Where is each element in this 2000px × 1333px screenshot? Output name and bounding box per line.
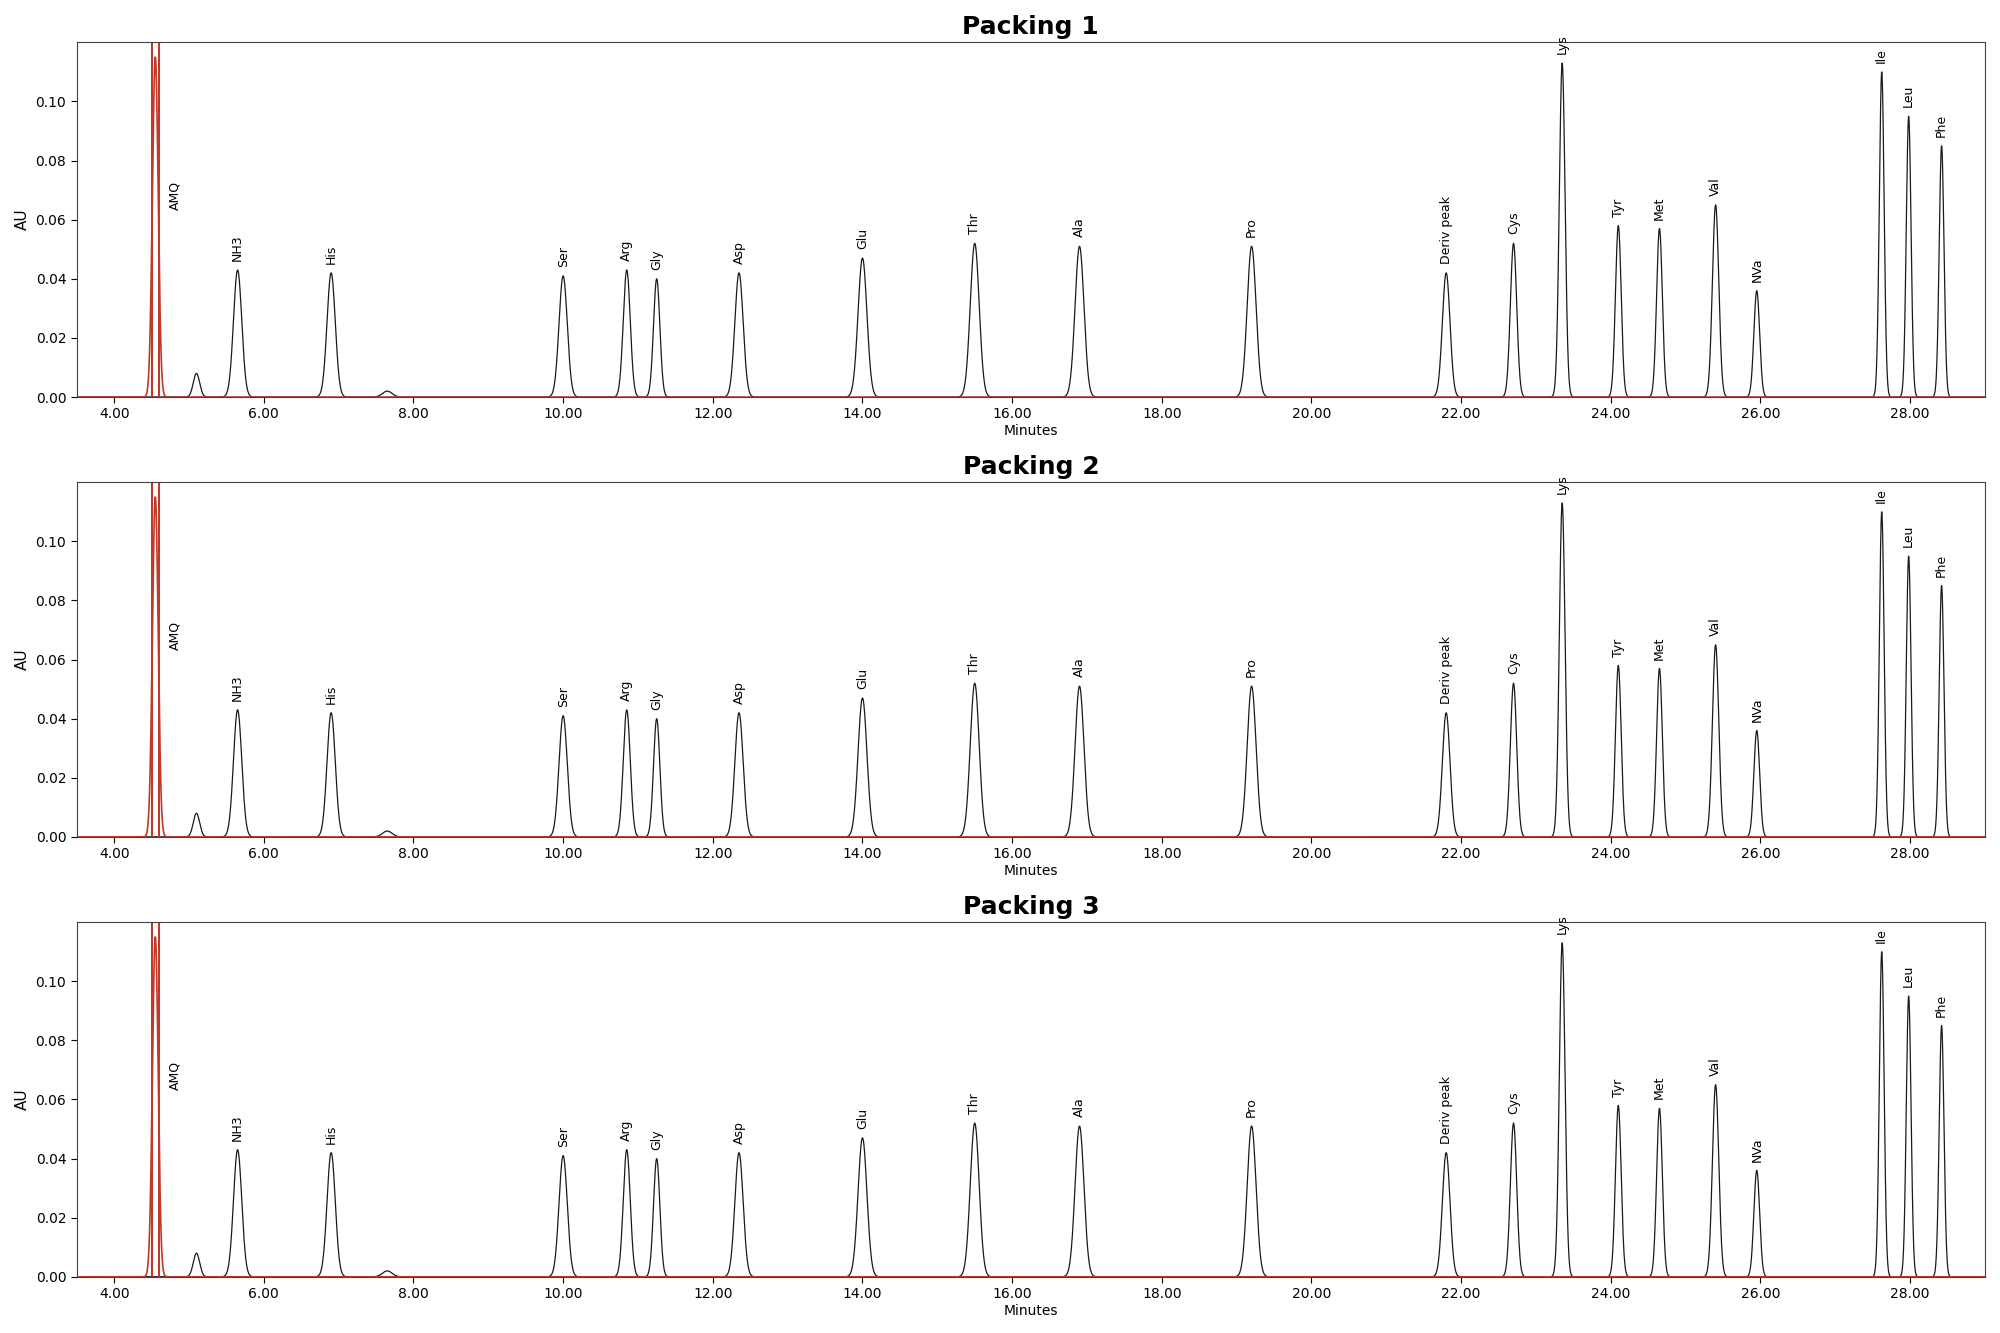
- Text: His: His: [324, 1125, 338, 1144]
- Text: Phe: Phe: [1936, 113, 1948, 137]
- Text: NH3: NH3: [232, 674, 244, 701]
- Text: Tyr: Tyr: [1612, 639, 1624, 657]
- Text: AMQ: AMQ: [168, 621, 182, 651]
- Text: Gly: Gly: [650, 689, 664, 709]
- Text: NH3: NH3: [232, 1114, 244, 1141]
- Text: Cys: Cys: [1508, 652, 1520, 674]
- Text: Val: Val: [1710, 1057, 1722, 1076]
- Text: Gly: Gly: [650, 249, 664, 269]
- Text: Pro: Pro: [1246, 657, 1258, 677]
- Title: Packing 3: Packing 3: [962, 894, 1100, 918]
- Text: Thr: Thr: [968, 213, 982, 235]
- Text: Glu: Glu: [856, 1108, 868, 1129]
- Text: Asp: Asp: [732, 1121, 746, 1144]
- Text: Arg: Arg: [620, 680, 634, 701]
- Text: Leu: Leu: [1902, 525, 1916, 548]
- Text: Lys: Lys: [1556, 475, 1568, 495]
- Text: Deriv peak: Deriv peak: [1440, 636, 1452, 704]
- Text: His: His: [324, 245, 338, 264]
- Text: Phe: Phe: [1936, 553, 1948, 577]
- Text: Val: Val: [1710, 617, 1722, 636]
- X-axis label: Minutes: Minutes: [1004, 424, 1058, 439]
- Text: Ser: Ser: [556, 1126, 570, 1146]
- Text: Met: Met: [1652, 1076, 1666, 1100]
- X-axis label: Minutes: Minutes: [1004, 1304, 1058, 1318]
- Text: Glu: Glu: [856, 228, 868, 249]
- Title: Packing 2: Packing 2: [962, 455, 1100, 479]
- Text: Arg: Arg: [620, 240, 634, 261]
- Text: NVa: NVa: [1750, 257, 1764, 281]
- Text: Phe: Phe: [1936, 993, 1948, 1017]
- Text: Deriv peak: Deriv peak: [1440, 196, 1452, 264]
- Text: Ala: Ala: [1074, 217, 1086, 237]
- Text: Leu: Leu: [1902, 85, 1916, 108]
- Text: Ile: Ile: [1876, 488, 1888, 503]
- Y-axis label: AU: AU: [14, 209, 30, 231]
- Text: NVa: NVa: [1750, 697, 1764, 721]
- Text: Thr: Thr: [968, 1093, 982, 1114]
- Text: Asp: Asp: [732, 681, 746, 704]
- Text: Thr: Thr: [968, 653, 982, 674]
- Text: Cys: Cys: [1508, 1092, 1520, 1114]
- Text: Tyr: Tyr: [1612, 199, 1624, 217]
- Text: Ala: Ala: [1074, 1097, 1086, 1117]
- Text: Pro: Pro: [1246, 217, 1258, 237]
- Y-axis label: AU: AU: [14, 649, 30, 670]
- Text: Cys: Cys: [1508, 212, 1520, 235]
- Text: Ile: Ile: [1876, 48, 1888, 63]
- Text: Met: Met: [1652, 196, 1666, 220]
- Text: NVa: NVa: [1750, 1137, 1764, 1161]
- Text: Glu: Glu: [856, 668, 868, 689]
- X-axis label: Minutes: Minutes: [1004, 864, 1058, 878]
- Text: Tyr: Tyr: [1612, 1078, 1624, 1097]
- Text: NH3: NH3: [232, 235, 244, 261]
- Text: Leu: Leu: [1902, 965, 1916, 988]
- Text: Gly: Gly: [650, 1129, 664, 1149]
- Text: AMQ: AMQ: [168, 181, 182, 211]
- Text: Deriv peak: Deriv peak: [1440, 1076, 1452, 1144]
- Text: Met: Met: [1652, 636, 1666, 660]
- Text: Arg: Arg: [620, 1120, 634, 1141]
- Text: Asp: Asp: [732, 241, 746, 264]
- Text: Ser: Ser: [556, 686, 570, 706]
- Text: Lys: Lys: [1556, 35, 1568, 55]
- Text: Ile: Ile: [1876, 928, 1888, 942]
- Text: Val: Val: [1710, 177, 1722, 196]
- Text: His: His: [324, 685, 338, 704]
- Text: Lys: Lys: [1556, 914, 1568, 934]
- Title: Packing 1: Packing 1: [962, 15, 1100, 39]
- Text: Ser: Ser: [556, 247, 570, 267]
- Text: Ala: Ala: [1074, 657, 1086, 677]
- Text: Pro: Pro: [1246, 1097, 1258, 1117]
- Y-axis label: AU: AU: [14, 1089, 30, 1110]
- Text: AMQ: AMQ: [168, 1061, 182, 1090]
